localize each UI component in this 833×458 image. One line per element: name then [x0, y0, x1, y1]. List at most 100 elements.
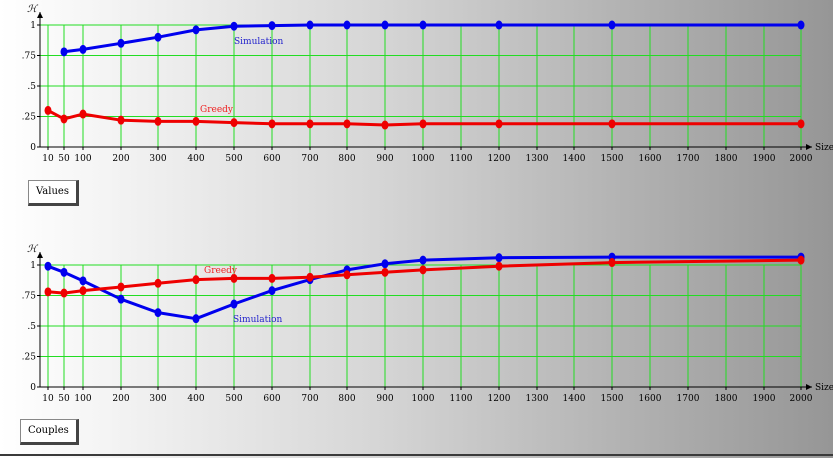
x-axis-arrow — [806, 384, 812, 390]
greedy-data-point — [797, 255, 805, 265]
x-tick-label: 400 — [187, 394, 204, 404]
x-tick-label: 800 — [338, 154, 355, 164]
y-axis-arrow — [37, 12, 43, 18]
x-tick-label: 200 — [112, 394, 129, 404]
x-tick-label: 1700 — [677, 154, 700, 164]
greedy-data-point — [60, 288, 68, 298]
y-axis-arrow — [37, 252, 43, 258]
x-tick-label: 1700 — [677, 394, 700, 404]
greedy-data-point — [419, 265, 427, 275]
simulation-data-point — [154, 308, 162, 318]
x-tick-label: 100 — [74, 394, 91, 404]
greedy-data-point — [44, 105, 52, 115]
simulation-data-point — [419, 255, 427, 265]
x-tick-label: 1000 — [412, 154, 435, 164]
greedy-data-point — [192, 275, 200, 285]
simulation-series-line — [63, 23, 801, 54]
x-tick-label: 1200 — [488, 154, 511, 164]
y-tick-label: 0 — [30, 383, 36, 393]
simulation-data-point — [79, 44, 87, 54]
y-tick-label: .5 — [27, 82, 36, 92]
x-tick-label: 200 — [112, 154, 129, 164]
simulation-series-label: Simulation — [233, 315, 283, 325]
x-tick-label: 100 — [74, 154, 91, 164]
simulation-data-point — [495, 20, 503, 30]
greedy-data-point — [117, 282, 125, 292]
x-tick-label: 500 — [225, 394, 242, 404]
y-tick-label: .5 — [27, 322, 36, 332]
x-tick-label: 1000 — [412, 394, 435, 404]
y-tick-label: .25 — [22, 113, 37, 123]
y-axis-label: ℋ — [27, 4, 39, 15]
y-tick-label: 1 — [30, 261, 36, 271]
greedy-data-point — [381, 267, 389, 277]
x-tick-label: 800 — [338, 394, 355, 404]
greedy-data-point — [495, 261, 503, 271]
x-tick-label: 1300 — [526, 154, 549, 164]
greedy-data-point — [306, 119, 314, 129]
greedy-data-point — [192, 116, 200, 126]
greedy-data-point — [230, 118, 238, 128]
simulation-data-point — [117, 38, 125, 48]
simulation-data-point — [79, 276, 87, 286]
greedy-data-point — [268, 273, 276, 283]
greedy-data-point — [306, 272, 314, 282]
x-tick-label: 1800 — [715, 154, 738, 164]
x-tick-label: 1600 — [639, 394, 662, 404]
greedy-data-point — [117, 115, 125, 125]
x-tick-label: 700 — [301, 394, 318, 404]
x-axis-arrow — [806, 144, 812, 150]
greedy-data-point — [268, 119, 276, 129]
values-tab-button[interactable]: Values — [28, 180, 79, 206]
x-tick-label: 600 — [263, 154, 280, 164]
y-tick-label: 0 — [30, 143, 36, 153]
x-tick-label: 1900 — [753, 154, 776, 164]
y-tick-label: .75 — [22, 52, 37, 62]
x-tick-label: 10 — [42, 154, 54, 164]
x-tick-label: 900 — [376, 394, 393, 404]
simulation-data-point — [797, 20, 805, 30]
x-tick-label: 1100 — [450, 154, 473, 164]
couples-tab-button[interactable]: Couples — [20, 419, 79, 445]
simulation-data-point — [154, 32, 162, 42]
grid — [40, 264, 802, 387]
simulation-data-point — [419, 20, 427, 30]
x-tick-label: 500 — [225, 154, 242, 164]
x-tick-label: 1200 — [488, 394, 511, 404]
x-tick-label: 1400 — [563, 154, 586, 164]
greedy-data-point — [608, 258, 616, 268]
bottom-divider — [0, 454, 833, 456]
greedy-data-point — [797, 119, 805, 129]
greedy-data-point — [608, 119, 616, 129]
greedy-data-point — [154, 278, 162, 288]
y-tick-label: 1 — [30, 21, 36, 31]
simulation-data-point — [60, 47, 68, 57]
grid — [40, 24, 802, 147]
greedy-data-point — [495, 119, 503, 129]
simulation-data-point — [268, 21, 276, 31]
x-tick-label: 50 — [58, 394, 70, 404]
x-tick-label: 1500 — [601, 154, 624, 164]
x-tick-label: 1300 — [526, 394, 549, 404]
simulation-data-point — [230, 299, 238, 309]
simulation-data-point — [192, 25, 200, 35]
simulation-data-point — [192, 314, 200, 324]
simulation-data-point — [60, 267, 68, 277]
x-axis-label: Size — [815, 383, 833, 393]
x-tick-label: 700 — [301, 154, 318, 164]
greedy-data-point — [419, 119, 427, 129]
simulation-data-point — [381, 259, 389, 269]
x-tick-label: 900 — [376, 154, 393, 164]
simulation-data-point — [306, 20, 314, 30]
y-tick-label: .25 — [22, 353, 37, 363]
simulation-data-point — [343, 20, 351, 30]
simulation-data-point — [381, 20, 389, 30]
x-tick-label: 2000 — [790, 154, 813, 164]
greedy-data-point — [79, 286, 87, 296]
x-tick-label: 1500 — [601, 394, 624, 404]
simulation-data-point — [117, 294, 125, 304]
x-tick-label: 1600 — [639, 154, 662, 164]
y-axis-label: ℋ — [27, 244, 39, 255]
